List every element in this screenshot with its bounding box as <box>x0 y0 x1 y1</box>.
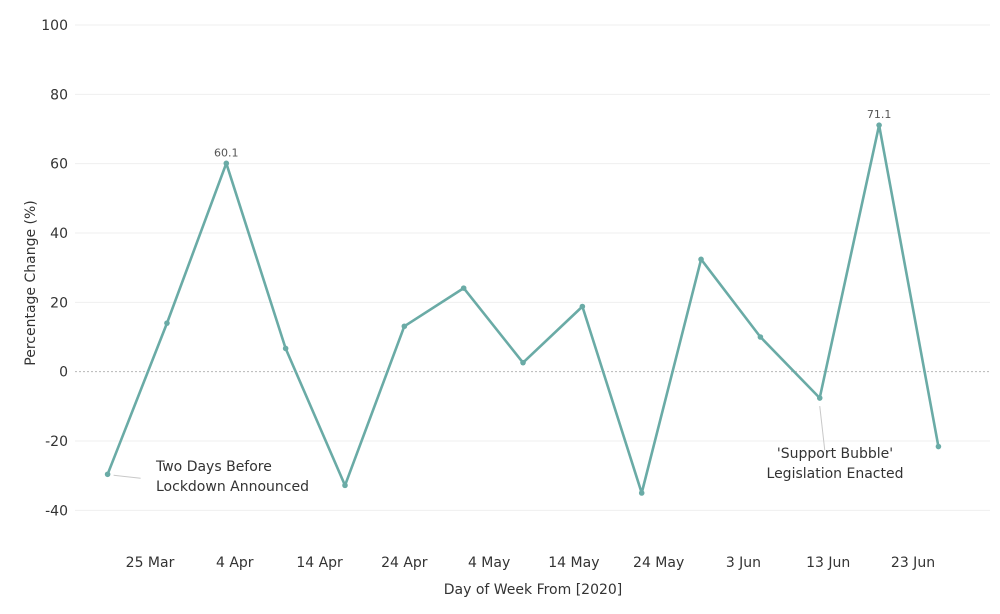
y-tick-label: 40 <box>50 226 68 242</box>
y-tick-label: 100 <box>41 18 68 34</box>
data-point <box>757 334 764 340</box>
data-point <box>104 471 111 478</box>
x-tick-label: 4 May <box>468 555 510 571</box>
data-point <box>401 323 408 330</box>
data-point <box>698 256 704 263</box>
x-tick-label: 13 Jun <box>806 555 850 571</box>
data-point <box>816 395 823 401</box>
annotations: Two Days Before Lockdown Announced 'Suppor… <box>113 405 904 495</box>
data-label: 71.1 <box>867 108 892 121</box>
data-point <box>282 345 289 352</box>
data-point <box>876 122 882 128</box>
x-axis-title: Day of Week From [2020] <box>444 582 623 598</box>
data-point <box>638 490 645 496</box>
data-point <box>460 285 467 291</box>
x-axis-ticks: 25 Mar 4 Apr 14 Apr 24 Apr 4 May 14 May 24 May… <box>126 555 935 571</box>
x-tick-label: 24 May <box>633 555 684 571</box>
gridlines <box>75 24 990 511</box>
y-tick-label: -40 <box>45 503 68 519</box>
series-layer <box>104 122 942 496</box>
data-point <box>520 359 526 366</box>
y-tick-label: 60 <box>50 157 68 173</box>
y-tick-label: 80 <box>50 87 68 103</box>
x-tick-label: 23 Jun <box>891 555 935 571</box>
x-tick-label: 3 Jun <box>726 555 761 571</box>
data-point <box>579 303 586 310</box>
data-point <box>164 320 170 326</box>
y-axis-title: Percentage Change (%) <box>23 200 39 365</box>
y-tick-label: 0 <box>59 365 68 381</box>
annotation-leader <box>819 405 826 451</box>
annotation-support-bubble: 'Support Bubble' Legislation Enacted <box>767 446 904 482</box>
data-point <box>342 482 348 489</box>
y-axis-ticks: 100 80 60 40 20 0 -20 -40 <box>41 18 68 519</box>
y-tick-label: -20 <box>45 434 68 450</box>
x-tick-label: 14 Apr <box>296 555 343 571</box>
data-label: 60.1 <box>214 146 239 159</box>
series-line <box>106 123 940 495</box>
x-tick-label: 14 May <box>548 555 599 571</box>
x-tick-label: 4 Apr <box>216 555 254 571</box>
x-tick-label: 24 Apr <box>381 555 428 571</box>
data-point <box>223 160 230 167</box>
y-tick-label: 20 <box>50 295 68 311</box>
x-tick-label: 25 Mar <box>126 555 175 571</box>
annotation-lockdown: Two Days Before Lockdown Announced <box>155 459 309 495</box>
data-point <box>935 443 942 450</box>
data-labels: 60.1 71.1 <box>214 108 891 159</box>
annotation-leader <box>113 474 141 479</box>
